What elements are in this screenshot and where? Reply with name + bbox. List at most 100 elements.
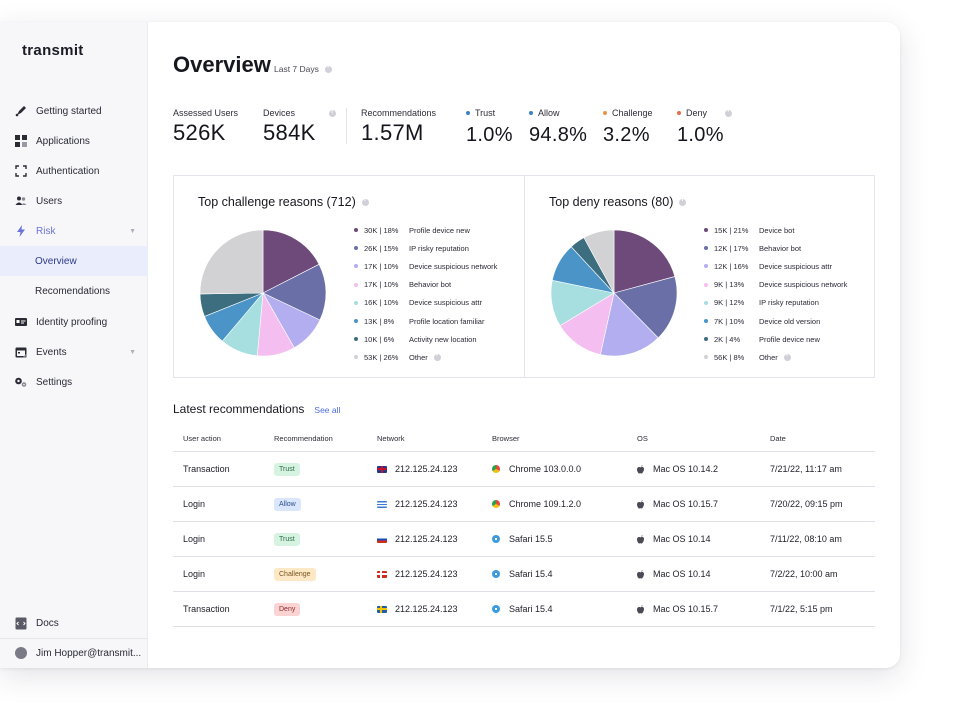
os-name: Mac OS 10.14 (653, 569, 711, 579)
legend-value: 9K | 12% (714, 298, 745, 308)
sidebar-item-identity-proofing[interactable]: Identity proofing (0, 307, 148, 337)
legend-value: 17K | 10% (364, 280, 399, 290)
sidebar-item-authentication[interactable]: Authentication (0, 156, 148, 186)
see-all-link[interactable]: See all (314, 405, 341, 415)
sidebar-item-settings[interactable]: Settings (0, 367, 148, 397)
sidebar-item-users[interactable]: Users (0, 186, 148, 216)
stat-label: Allow (529, 108, 587, 118)
table-row[interactable]: Transaction Deny 212.125.24.123 Safari 1… (173, 592, 875, 627)
legend-dot-icon (354, 337, 358, 342)
legend-dot-icon (704, 228, 708, 233)
challenge-legend-item: 26K | 15% IP risky reputation (354, 239, 497, 257)
deny-slice[interactable] (613, 229, 676, 294)
sidebar-item-events[interactable]: Events ▼ (0, 337, 148, 367)
challenge-slice[interactable] (262, 263, 327, 321)
sidebar-item-docs[interactable]: Docs (0, 608, 148, 638)
deny-legend-item: 12K | 17% Behavior bot (704, 239, 847, 257)
sidebar-item-recommendations[interactable]: Recomendations (0, 276, 148, 306)
legend-dot-icon (354, 319, 358, 324)
sidebar-item-label: Docs (36, 617, 59, 629)
deny-slice[interactable] (600, 292, 659, 357)
challenge-slice[interactable] (199, 229, 264, 295)
sidebar-item-label: Settings (36, 376, 73, 388)
legend-dot-icon (704, 264, 708, 269)
sidebar-item-overview[interactable]: Overview (0, 246, 148, 276)
date: 7/21/22, 11:17 am (770, 464, 842, 474)
info-icon[interactable] (329, 109, 336, 117)
challenge-dot-icon (603, 111, 607, 115)
legend-value: 30K | 18% (364, 225, 399, 235)
card-title-text: Top challenge reasons (712) (198, 195, 356, 209)
recommendation-badge: Allow (274, 497, 301, 511)
sidebar-item-risk[interactable]: Risk ▼ (0, 216, 148, 246)
challenge-legend-item: 17K | 10% Device suspicious network (354, 257, 497, 275)
sidebar-item-applications[interactable]: Applications (0, 126, 148, 156)
browser-name: Safari 15.4 (509, 569, 553, 579)
stat-label-text: Challenge (612, 108, 653, 118)
apple-icon (637, 464, 644, 473)
stat-allow: Allow 94.8% (529, 108, 587, 147)
chevron-down-icon[interactable]: ▼ (129, 227, 136, 235)
legend-dot-icon (354, 355, 358, 360)
legend-dot-icon (354, 300, 358, 305)
col-date[interactable]: Date (770, 434, 786, 443)
recommendation-badge: Trust (274, 532, 300, 546)
stat-label-text: Allow (538, 108, 560, 118)
stat-label: Deny (677, 108, 733, 118)
stat-recommendations: Recommendations 1.57M (361, 108, 436, 146)
col-os[interactable]: OS (637, 434, 648, 443)
browser-cell: Chrome 103.0.0.0 (492, 464, 637, 474)
table-row[interactable]: Transaction Trust 212.125.24.123 Chrome … (173, 452, 875, 487)
date-range[interactable]: Last 7 Days (274, 64, 332, 74)
os-cell: Mac OS 10.14.2 (637, 464, 770, 474)
info-icon[interactable] (725, 108, 733, 117)
id-card-icon (14, 316, 27, 329)
safari-icon (492, 535, 500, 543)
sidebar-item-getting-started[interactable]: Getting started (0, 96, 148, 126)
ip-address: 212.125.24.123 (395, 604, 458, 614)
info-icon[interactable] (783, 352, 791, 361)
stat-assessed-users: Assessed Users 526K (173, 108, 238, 146)
stat-label: Trust (466, 108, 513, 118)
table-row[interactable]: Login Challenge 212.125.24.123 Safari 15… (173, 557, 875, 592)
legend-dot-icon (704, 355, 708, 360)
apple-icon (637, 569, 644, 578)
legend-dot-icon (704, 246, 708, 251)
col-recommendation[interactable]: Recommendation (274, 434, 333, 443)
challenge-slice[interactable] (262, 229, 320, 294)
info-icon[interactable] (324, 64, 332, 73)
deny-slice[interactable] (613, 276, 678, 339)
chevron-down-icon[interactable]: ▼ (129, 348, 136, 356)
legend-label: Other (409, 352, 428, 362)
table-row[interactable]: Login Allow 212.125.24.123 Chrome 109.1.… (173, 487, 875, 522)
stat-value: 526K (173, 120, 226, 145)
sidebar-item-label: Getting started (36, 105, 102, 117)
os-cell: Mac OS 10.15.7 (637, 499, 770, 509)
ip-address: 212.125.24.123 (395, 499, 458, 509)
country-flag-icon (377, 465, 387, 473)
stat-trust: Trust 1.0% (466, 108, 513, 147)
info-icon[interactable] (433, 352, 441, 361)
user-profile[interactable]: Jim Hopper@transmit... (0, 639, 148, 667)
legend-label: Device suspicious network (759, 280, 848, 290)
network-cell: 212.125.24.123 (377, 569, 492, 579)
bolt-icon (14, 225, 27, 238)
table-row[interactable]: Login Trust 212.125.24.123 Safari 15.5 M… (173, 522, 875, 557)
country-flag-icon (377, 605, 387, 613)
country-flag-icon (377, 570, 387, 578)
col-user-action[interactable]: User action (183, 434, 221, 443)
legend-value: 7K | 10% (714, 316, 745, 326)
deny-legend-item: 2K | 4% Profile device new (704, 330, 847, 348)
recommendations-header: Latest recommendations See all (173, 402, 340, 416)
col-network[interactable]: Network (377, 434, 405, 443)
avatar (14, 647, 27, 660)
deny-legend-item: 15K | 21% Device bot (704, 221, 847, 239)
stat-value: 94.8% (529, 124, 588, 146)
col-browser[interactable]: Browser (492, 434, 520, 443)
info-icon[interactable] (679, 197, 687, 206)
date-range-label: Last 7 Days (274, 64, 319, 74)
deny-slice[interactable] (583, 229, 615, 294)
info-icon[interactable] (361, 197, 369, 206)
sidebar-item-label: Authentication (36, 165, 100, 177)
stat-label: Devices (263, 108, 336, 118)
